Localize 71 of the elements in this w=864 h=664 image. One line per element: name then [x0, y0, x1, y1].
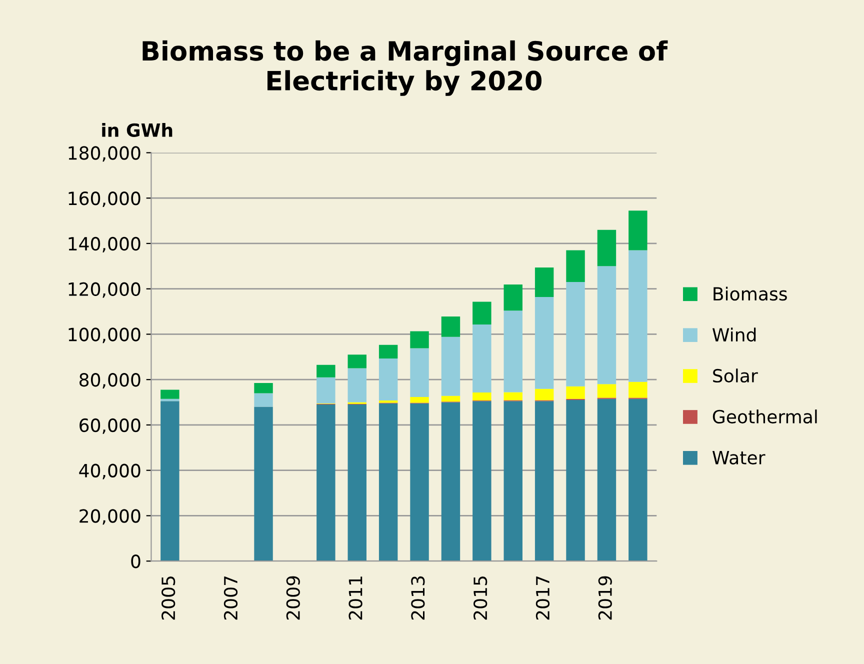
legend-label: Water: [712, 451, 766, 464]
x-tick-label: 2015: [474, 576, 488, 620]
bar: [472, 392, 492, 400]
bar: [410, 348, 429, 398]
bar: [254, 382, 273, 394]
bar: [441, 336, 460, 396]
bar: [410, 331, 429, 348]
bar: [160, 401, 180, 562]
y-tick-label: 80,000: [80, 373, 140, 389]
y-axis-title: in GWh: [102, 122, 172, 137]
x-tick-label: 2005: [162, 576, 176, 620]
bar: [410, 403, 429, 562]
bar: [441, 316, 460, 337]
bar: [597, 266, 616, 384]
bar: [378, 344, 398, 358]
bar: [316, 404, 336, 562]
x-tick-label: 2011: [348, 576, 362, 620]
x-tick-label: 2017: [536, 576, 550, 620]
y-tick-label: 0: [131, 554, 140, 568]
y-tick-label: 180,000: [68, 146, 140, 162]
bar: [472, 302, 492, 324]
bar: [628, 210, 648, 250]
bar: [410, 397, 429, 403]
y-tick-label: 160,000: [68, 192, 140, 208]
bar: [628, 250, 648, 382]
bar: [628, 398, 648, 562]
bar: [441, 396, 460, 402]
bar: [534, 297, 554, 389]
bar: [597, 230, 616, 266]
bar: [378, 403, 398, 562]
legend-label: Wind: [712, 328, 756, 342]
bar: [348, 354, 366, 368]
y-tick-label: 120,000: [68, 282, 140, 298]
bar: [348, 404, 366, 562]
bar: [160, 390, 180, 399]
legend-label: Solar: [713, 368, 758, 383]
x-tick-label: 2019: [598, 576, 612, 620]
bar: [254, 393, 273, 407]
bar: [348, 368, 366, 402]
legend-label: Geothermal: [712, 410, 817, 424]
bar: [254, 406, 273, 562]
x-tick-label: 2007: [224, 576, 238, 620]
bar: [628, 382, 648, 398]
bar: [378, 358, 398, 400]
bar: [441, 402, 460, 562]
bar: [566, 282, 585, 386]
bar: [504, 392, 522, 400]
x-tick-label: 2013: [411, 576, 425, 620]
y-tick-label: 140,000: [68, 236, 140, 252]
y-tick-label: 100,000: [68, 328, 140, 344]
bar: [597, 384, 616, 398]
x-tick-label: 2009: [286, 576, 300, 620]
chart-title: Biomass to be a Marginal Source of Electricity by 2020: [142, 40, 668, 96]
bar: [316, 377, 336, 404]
bar: [597, 398, 616, 562]
bar: [316, 364, 336, 378]
bar: [534, 401, 554, 562]
bar: [504, 401, 522, 562]
bar: [472, 401, 492, 562]
bar: [504, 284, 522, 311]
bar: [534, 268, 554, 298]
bar: [566, 250, 585, 282]
bar: [504, 310, 522, 392]
y-tick-label: 20,000: [80, 509, 140, 525]
bar: [566, 400, 585, 562]
bar: [566, 386, 585, 399]
legend-label: Biomass: [714, 286, 787, 301]
y-tick-label: 40,000: [79, 464, 140, 480]
y-tick-label: 60,000: [80, 418, 140, 434]
bar: [534, 388, 554, 400]
bar: [472, 324, 492, 393]
